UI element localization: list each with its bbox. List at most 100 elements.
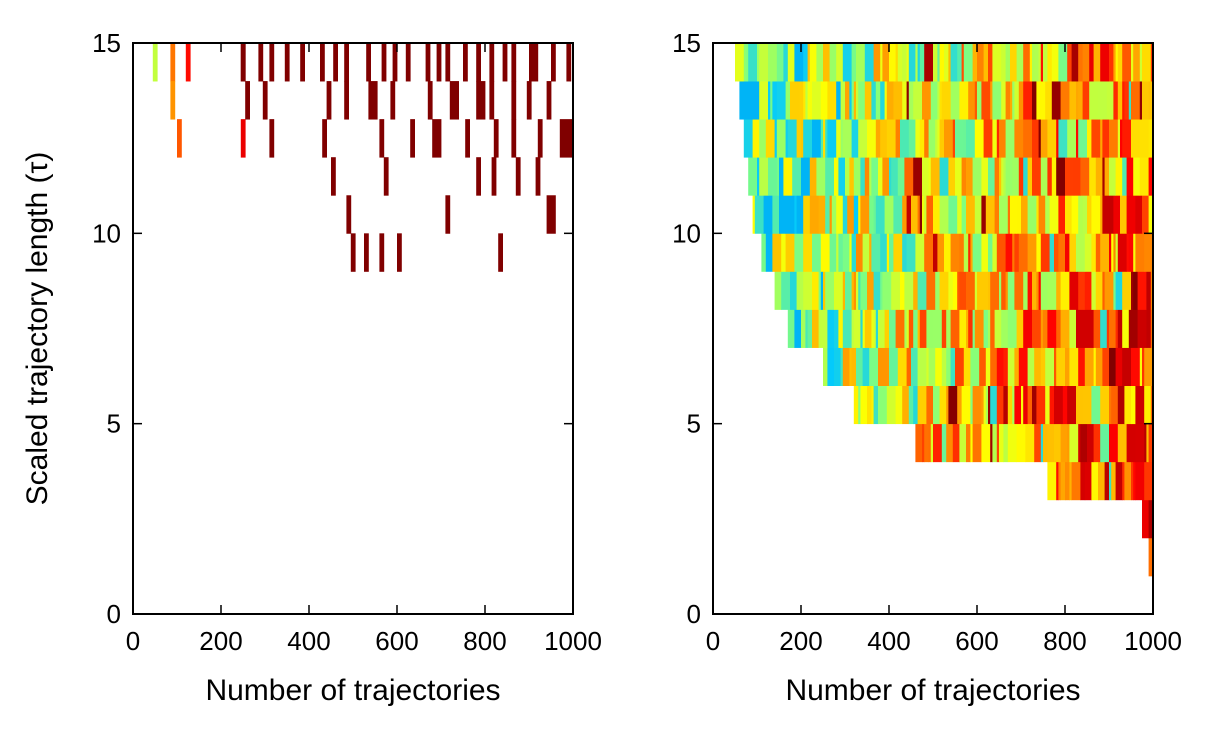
heatmap-cell xyxy=(1135,385,1145,425)
heatmap-cell xyxy=(935,119,938,158)
heatmap-cell xyxy=(858,385,861,425)
heatmap-cell xyxy=(823,119,826,158)
heatmap-cell xyxy=(823,347,828,386)
heatmap-cell xyxy=(346,195,352,234)
heatmap-cell xyxy=(1045,347,1055,386)
heatmap-cell xyxy=(860,385,868,425)
heatmap-cell xyxy=(1104,461,1110,501)
heatmap-cell xyxy=(1065,347,1070,386)
heatmap-cell xyxy=(988,43,993,82)
heatmap-cell xyxy=(825,157,835,196)
heatmap-cell xyxy=(1144,461,1153,501)
heatmap-cell xyxy=(970,347,980,386)
heatmap-cell xyxy=(961,195,967,234)
heatmap-cell xyxy=(851,271,855,310)
heatmap-cell xyxy=(779,157,784,196)
heatmap-cell xyxy=(1034,43,1039,82)
heatmap-cell xyxy=(1078,423,1081,463)
heatmap-cell xyxy=(489,81,495,120)
heatmap-cell xyxy=(970,385,973,425)
heatmap-cell xyxy=(1126,157,1134,196)
heatmap-cell xyxy=(823,271,826,310)
heatmap-cell xyxy=(185,43,191,82)
heatmap-cell xyxy=(860,157,866,196)
heatmap-cell xyxy=(559,119,573,158)
heatmap-cell xyxy=(1047,43,1053,82)
heatmap-cell xyxy=(924,119,929,158)
heatmap-cell xyxy=(948,43,951,82)
heatmap-cell xyxy=(1091,271,1097,310)
heatmap-cell xyxy=(390,81,396,120)
heatmap-cell xyxy=(836,119,841,158)
heatmap-cell xyxy=(1089,43,1094,82)
y-tick-label: 5 xyxy=(687,409,701,439)
heatmap-cell xyxy=(988,271,991,310)
heatmap-cell xyxy=(1128,233,1134,272)
heatmap-cell xyxy=(860,271,868,310)
heatmap-cell xyxy=(1040,423,1044,463)
heatmap-cell xyxy=(972,157,982,196)
heatmap-cell xyxy=(1047,423,1055,463)
heatmap-cell xyxy=(1131,347,1141,386)
heatmap-cell xyxy=(1078,119,1088,158)
heatmap-cell xyxy=(465,119,470,158)
heatmap-cell xyxy=(871,233,881,272)
heatmap-cell xyxy=(845,157,850,196)
heatmap-cell xyxy=(911,195,918,234)
heatmap-cell xyxy=(889,347,899,386)
heatmap-cell xyxy=(972,385,982,425)
heatmap-cell xyxy=(1135,271,1138,310)
heatmap-cell xyxy=(922,195,925,234)
heatmap-cell xyxy=(961,43,965,82)
heatmap-cell xyxy=(902,233,907,272)
heatmap-cell xyxy=(1148,537,1153,577)
heatmap-cell xyxy=(864,81,872,120)
heatmap-cell xyxy=(1018,81,1024,120)
heatmap-cell xyxy=(1131,271,1134,310)
heatmap-cell xyxy=(768,157,778,196)
heatmap-cell xyxy=(1078,43,1083,82)
heatmap-cell xyxy=(1148,195,1153,234)
heatmap-cell xyxy=(350,233,356,272)
heatmap-cell xyxy=(972,423,982,463)
heatmap-cell xyxy=(1087,195,1092,234)
heatmap-cell xyxy=(1058,195,1066,234)
heatmap-cell xyxy=(537,119,543,158)
heatmap-panel-right: 0 200 400 600 800 1000 0 5 10 15 Number of traject… xyxy=(672,28,1182,707)
heatmap-cell xyxy=(834,309,839,348)
heatmap-cell xyxy=(476,157,481,196)
heatmap-cell xyxy=(1148,81,1153,120)
heatmap-cell xyxy=(1102,271,1105,310)
heatmap-cell xyxy=(1122,271,1132,310)
heatmap-cell xyxy=(950,43,958,82)
y-tick-label: 0 xyxy=(687,599,701,629)
heatmap-cell xyxy=(805,309,808,348)
heatmap-cell xyxy=(917,347,927,386)
heatmap-cell xyxy=(1142,195,1149,234)
heatmap-cell xyxy=(930,81,938,120)
heatmap-cell xyxy=(834,157,837,196)
heatmap-cell xyxy=(849,347,852,386)
heatmap-cell xyxy=(1113,233,1116,272)
heatmap-cell xyxy=(856,81,859,120)
heatmap-cell xyxy=(809,157,817,196)
heatmap-cell xyxy=(801,119,804,158)
heatmap-cell xyxy=(917,309,921,348)
heatmap-cell xyxy=(1133,43,1141,82)
heatmap-cell xyxy=(463,43,468,82)
heatmap-cell xyxy=(807,43,811,82)
heatmap-cell xyxy=(816,43,824,82)
heatmap-cell xyxy=(368,81,378,120)
heatmap-cell xyxy=(1047,157,1053,196)
heatmap-cell xyxy=(906,195,912,234)
heatmap-cell xyxy=(1014,385,1022,425)
heatmap-cell xyxy=(344,81,349,120)
heatmap-cell xyxy=(869,157,872,196)
heatmap-cell xyxy=(994,309,1002,348)
heatmap-cell xyxy=(1018,157,1024,196)
heatmap-cell xyxy=(955,157,962,196)
heatmap-cell xyxy=(858,195,861,234)
heatmap-cell xyxy=(878,385,888,425)
heatmap-cell xyxy=(999,119,1006,158)
